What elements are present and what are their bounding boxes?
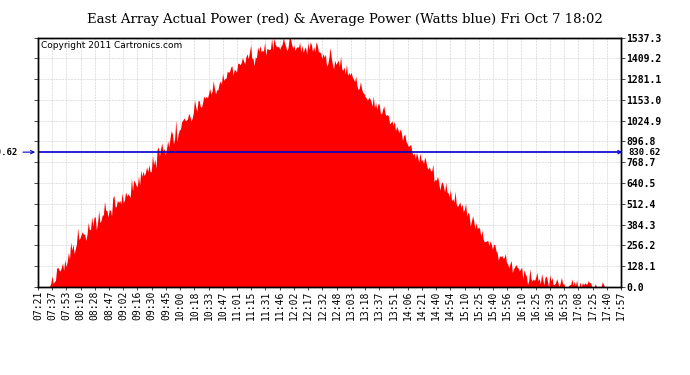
Text: East Array Actual Power (red) & Average Power (Watts blue) Fri Oct 7 18:02: East Array Actual Power (red) & Average …	[87, 13, 603, 26]
Text: 830.62: 830.62	[618, 148, 660, 157]
Text: Copyright 2011 Cartronics.com: Copyright 2011 Cartronics.com	[41, 41, 182, 50]
Text: 830.62: 830.62	[0, 148, 34, 157]
